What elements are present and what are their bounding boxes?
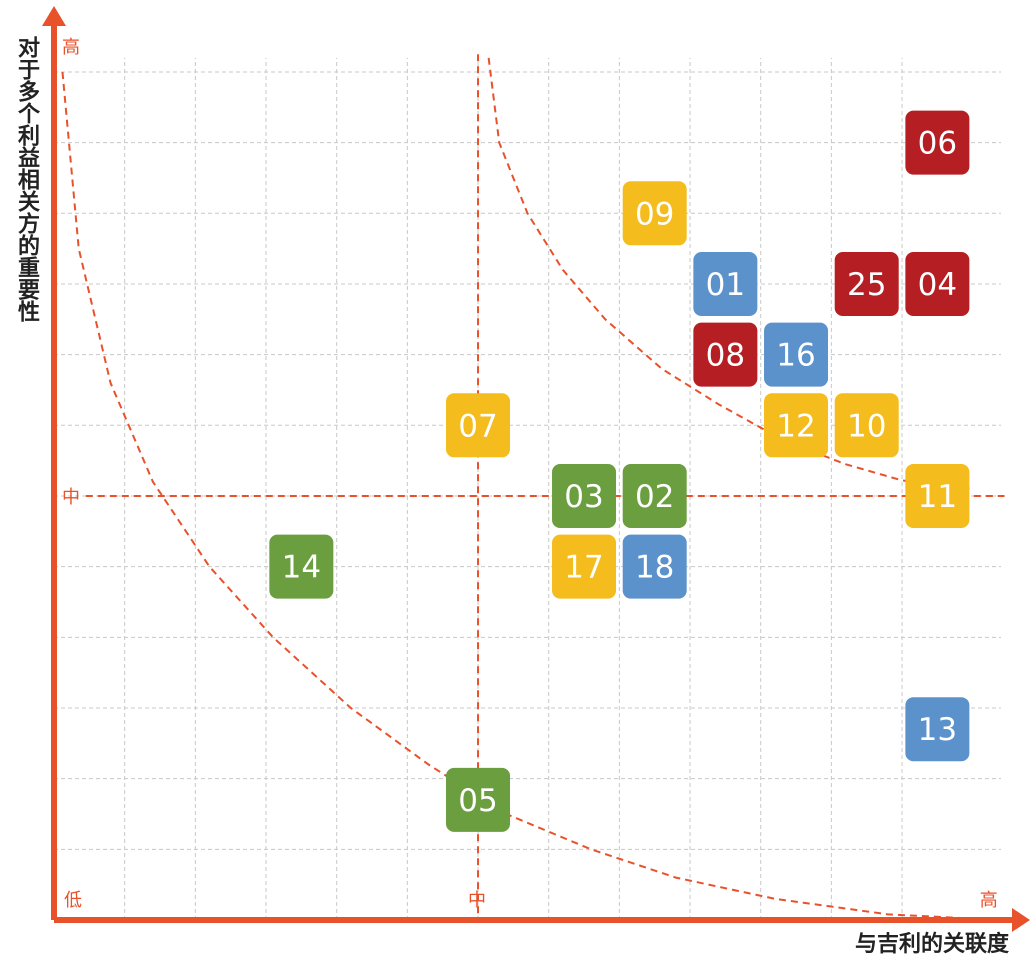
data-point-label: 11 [918, 479, 957, 515]
data-point-label: 06 [918, 126, 957, 162]
data-point-label: 18 [635, 550, 674, 586]
data-point-box [764, 322, 829, 387]
data-point-08: 08 [693, 322, 758, 387]
data-point-07: 07 [446, 393, 511, 458]
y-tick-label: 中 [62, 487, 80, 508]
threshold-curve-low [61, 71, 973, 920]
data-point-box [622, 534, 687, 599]
data-point-box [693, 251, 758, 316]
data-point-label: 17 [564, 550, 603, 586]
data-point-04: 04 [905, 251, 970, 316]
data-point-label: 07 [458, 408, 497, 444]
data-point-03: 03 [552, 463, 617, 528]
data-point-label: 04 [918, 267, 957, 303]
x-axis-arrow [1012, 908, 1030, 932]
data-point-label: 12 [776, 408, 815, 444]
data-point-02: 02 [622, 463, 687, 528]
data-point-12: 12 [764, 393, 829, 458]
data-point-box [905, 463, 970, 528]
x-axis-label: 与吉利的关联度 [854, 932, 1009, 957]
data-point-06: 06 [905, 110, 970, 175]
data-point-label: 08 [706, 338, 745, 374]
data-point-label: 05 [458, 783, 497, 819]
axis-tick-labels: 低中高高中 [62, 37, 998, 911]
y-axis-label: 对于多个利益相关方的重要性 [14, 36, 39, 322]
data-point-05: 05 [446, 767, 511, 832]
data-point-box [905, 697, 970, 762]
data-point-09: 09 [622, 181, 687, 246]
threshold-curves [61, 54, 1005, 920]
data-point-box [905, 251, 970, 316]
data-point-box [446, 393, 511, 458]
data-point-label: 13 [918, 712, 957, 748]
data-point-label: 03 [564, 479, 603, 515]
data-point-label: 01 [706, 267, 745, 303]
y-axis-arrow [42, 6, 66, 26]
data-point-box [764, 393, 829, 458]
data-point-10: 10 [834, 393, 899, 458]
threshold-curve-high [487, 57, 973, 490]
data-point-16: 16 [764, 322, 829, 387]
data-point-box [269, 534, 334, 599]
data-point-box [622, 181, 687, 246]
x-tick-label: 中 [468, 890, 486, 911]
data-point-25: 25 [834, 251, 899, 316]
data-point-label: 10 [847, 408, 886, 444]
y-tick-label: 高 [62, 37, 80, 58]
data-point-01: 01 [693, 251, 758, 316]
data-point-box [446, 767, 511, 832]
data-points: 06 09 01 25 04 08 16 07 12 10 03 02 11 14 17 18 13 05 [269, 110, 970, 832]
data-point-14: 14 [269, 534, 334, 599]
data-point-box [552, 463, 617, 528]
data-point-box [905, 110, 970, 175]
data-point-label: 09 [635, 196, 674, 232]
data-point-17: 17 [552, 534, 617, 599]
data-point-label: 14 [282, 550, 321, 586]
data-point-18: 18 [622, 534, 687, 599]
data-point-label: 02 [635, 479, 674, 515]
chart-axes [42, 6, 1030, 932]
x-tick-label: 低 [64, 890, 82, 911]
data-point-13: 13 [905, 697, 970, 762]
data-point-box [834, 393, 899, 458]
data-point-box [552, 534, 617, 599]
data-point-box [834, 251, 899, 316]
data-point-box [693, 322, 758, 387]
data-point-11: 11 [905, 463, 970, 528]
x-tick-label: 高 [980, 890, 998, 911]
data-point-label: 25 [847, 267, 886, 303]
chart-grid [54, 57, 1001, 920]
data-point-label: 16 [776, 338, 815, 374]
data-point-box [622, 463, 687, 528]
